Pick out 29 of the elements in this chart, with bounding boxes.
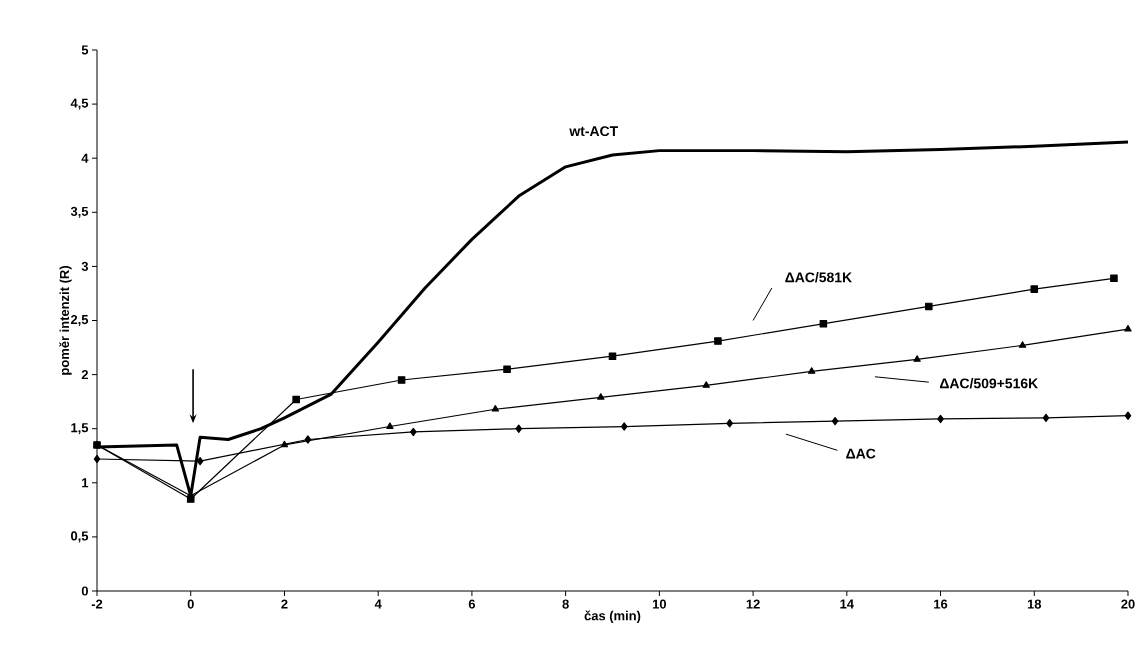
x-tick-label: 16	[934, 599, 948, 609]
y-tick-label: 0,5	[71, 531, 89, 543]
x-tick-label: 6	[468, 599, 476, 609]
series-label: ΔAC	[846, 448, 876, 459]
x-tick-label: 4	[374, 599, 382, 609]
x-axis-title: čas (min)	[584, 610, 641, 623]
text: ΔAC/581K	[785, 272, 852, 283]
x-tick-label: 8	[562, 599, 569, 609]
y-tick-label: 4,5	[70, 98, 89, 110]
x-tick-label: 2	[281, 599, 288, 609]
x-tick-label: 14	[840, 599, 854, 609]
legend-label: ΔAC/509+516K	[939, 378, 1039, 389]
x-tick-label: 10	[652, 599, 667, 609]
x-tick-label: 20	[1121, 599, 1135, 609]
y-tick-label: 2	[81, 370, 88, 380]
y-tick-label: 2,5	[70, 314, 89, 327]
y-tick-label: 3	[81, 261, 89, 271]
x-tick-label: 12	[746, 599, 760, 609]
x-tick-label: -2	[91, 599, 103, 609]
y-tick-label: 0	[81, 586, 88, 596]
x-tick-label: 0	[187, 599, 194, 609]
y-tick-label: 4	[81, 153, 89, 163]
y-tick-label: 1	[82, 478, 89, 488]
y-tick-label: 5	[81, 45, 89, 55]
y-tick-label: 3,5	[70, 206, 89, 218]
y-tick-label: 1,5	[71, 423, 89, 435]
y-axis-title: poměr intenzit (R)	[59, 266, 72, 375]
x-tick-label: 18	[1027, 599, 1042, 609]
series-label: wt-ACT	[569, 126, 618, 137]
